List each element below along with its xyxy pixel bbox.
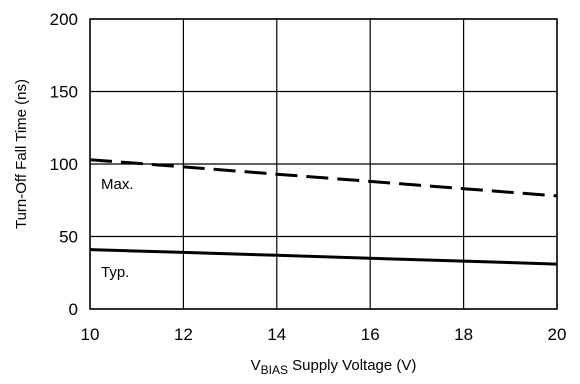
x-tick-label: 14 — [267, 325, 286, 344]
x-tick-label: 12 — [174, 325, 193, 344]
y-tick-label: 100 — [50, 155, 78, 174]
plot-frame — [89, 18, 558, 310]
series-layer — [89, 158, 558, 266]
series-line-typ — [89, 248, 558, 266]
series-label-typ: Typ. — [101, 264, 129, 281]
x-tick-label: 20 — [548, 325, 567, 344]
x-axis-label-rest: Supply Voltage (V) — [288, 357, 416, 374]
y-tick-label: 150 — [50, 83, 78, 102]
series-line-max — [89, 158, 558, 198]
y-tick-label: 50 — [59, 228, 78, 247]
x-axis-label: VBIAS Supply Voltage (V) — [251, 357, 417, 377]
series-labels: Max. Typ. — [101, 176, 134, 281]
x-tick-label: 16 — [361, 325, 380, 344]
x-axis-label-subscript: BIAS — [261, 363, 288, 377]
series-label-max: Max. — [101, 176, 134, 193]
y-axis-label: Turn-Off Fall Time (ns) — [13, 79, 30, 229]
y-tick-label: 0 — [69, 300, 78, 319]
y-tick-label: 200 — [50, 10, 78, 29]
x-tick-label: 10 — [81, 325, 100, 344]
x-tick-label: 18 — [454, 325, 473, 344]
x-axis-label-main: V — [251, 357, 261, 374]
